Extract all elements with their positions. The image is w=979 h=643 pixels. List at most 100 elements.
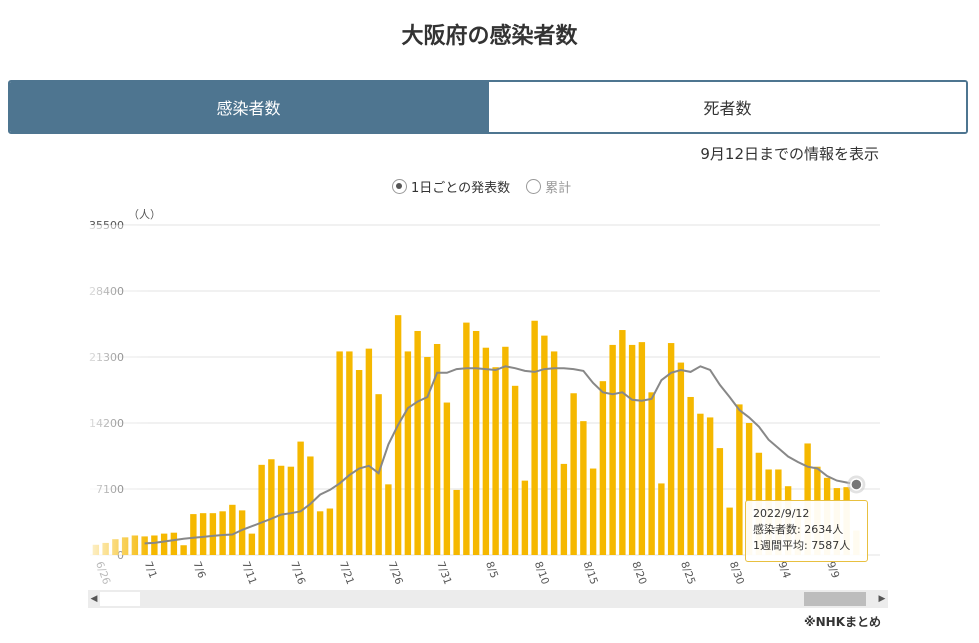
bar [238, 510, 246, 555]
radio-checked-icon [392, 179, 407, 194]
mode-toggle: 1日ごとの発表数 累計 [392, 177, 571, 196]
bar [248, 533, 256, 555]
chart-scrollbar[interactable]: ◀ ▶ [88, 590, 888, 608]
bar [316, 511, 324, 555]
y-unit-label: （人） [128, 208, 161, 221]
x-tick-label: 8/25 [678, 560, 697, 586]
data-as-of-note: 9月12日までの情報を表示 [700, 145, 879, 163]
bar [697, 413, 704, 555]
bar [745, 423, 753, 555]
bar [160, 533, 168, 555]
bar [151, 535, 158, 555]
bar [199, 513, 207, 555]
x-tick-label: 8/5 [483, 560, 500, 580]
radio-cumulative-label: 累計 [545, 181, 572, 196]
tooltip-date: 2022/9/12 [753, 507, 810, 520]
bar [570, 393, 577, 555]
bar [687, 396, 694, 555]
bar [287, 466, 295, 555]
bar [346, 351, 353, 555]
x-tick-label: 7/21 [337, 560, 356, 586]
bar [580, 421, 587, 555]
bar [531, 320, 538, 555]
bar [667, 343, 675, 555]
bar [414, 330, 421, 555]
bar [628, 344, 636, 555]
bar [502, 346, 509, 555]
bar [424, 357, 431, 555]
bar [209, 513, 217, 555]
bar [589, 468, 597, 555]
bar [180, 545, 187, 555]
bar [394, 315, 402, 555]
metric-tabs: 感染者数 死者数 [8, 80, 968, 134]
bar [404, 351, 412, 555]
bar [170, 532, 178, 555]
x-tick-label: 7/1 [142, 560, 159, 580]
bar [355, 370, 363, 555]
x-tick-label: 7/11 [239, 560, 258, 586]
bar [375, 394, 382, 555]
scroll-right-icon[interactable]: ▶ [878, 594, 886, 604]
x-tick-label: 7/31 [434, 560, 453, 586]
left-fade-overlay [86, 225, 150, 590]
source-note: ※NHKまとめ [803, 615, 881, 629]
bar [219, 511, 226, 555]
x-tick-label: 7/16 [288, 560, 307, 587]
x-tick-label: 7/26 [386, 560, 405, 587]
bar [492, 367, 499, 555]
tab-cases[interactable]: 感染者数 [10, 82, 487, 132]
tooltip-cases: 感染者数: 2634人 [753, 523, 844, 536]
tooltip-average: 1週間平均: 7587人 [753, 539, 851, 552]
bar [229, 504, 236, 555]
scroll-thumb[interactable] [804, 592, 866, 606]
x-tick-label: 8/15 [581, 560, 600, 586]
radio-unchecked-icon [526, 179, 542, 194]
bar [716, 448, 724, 555]
tab-deaths[interactable]: 死者数 [487, 82, 966, 132]
bar [336, 351, 343, 555]
cases-chart: 0710014200213002840035500（人）6/267/17/67/… [86, 208, 880, 590]
x-tick-label: 8/30 [727, 560, 746, 586]
bar [726, 507, 733, 555]
x-tick-label: 7/6 [191, 560, 208, 580]
scroll-track-gap [100, 592, 140, 606]
bar [648, 392, 655, 555]
x-tick-label: 9/4 [776, 560, 793, 580]
average-marker [850, 478, 863, 491]
bar [677, 362, 685, 555]
bar [599, 381, 607, 555]
radio-cumulative[interactable]: 累計 [526, 177, 571, 196]
radio-daily[interactable]: 1日ごとの発表数 [392, 177, 510, 196]
scroll-left-icon[interactable]: ◀ [90, 594, 98, 604]
bar [736, 404, 743, 555]
bar [277, 465, 285, 555]
bar [472, 330, 480, 555]
bar [463, 322, 470, 555]
page-title: 大阪府の感染者数 [401, 24, 578, 49]
bar [307, 456, 314, 555]
bar [268, 459, 275, 555]
bar [453, 489, 460, 555]
bar [385, 484, 392, 555]
bar [804, 443, 811, 555]
radio-daily-label: 1日ごとの発表数 [411, 181, 511, 196]
bar [365, 348, 373, 555]
bar [560, 463, 568, 555]
bar [609, 344, 616, 555]
x-tick-label: 8/20 [629, 560, 648, 586]
average-line [144, 365, 857, 545]
bar [511, 385, 519, 555]
bar [541, 335, 548, 555]
bar [638, 342, 646, 555]
x-tick-label: 8/10 [532, 560, 551, 586]
bar [297, 441, 304, 555]
bar [658, 483, 665, 555]
bar [482, 347, 490, 555]
bar [258, 464, 265, 555]
bar [550, 351, 558, 555]
bar [190, 514, 197, 555]
x-tick-label: 9/9 [824, 560, 841, 580]
bar [521, 480, 529, 555]
bar [443, 402, 451, 555]
